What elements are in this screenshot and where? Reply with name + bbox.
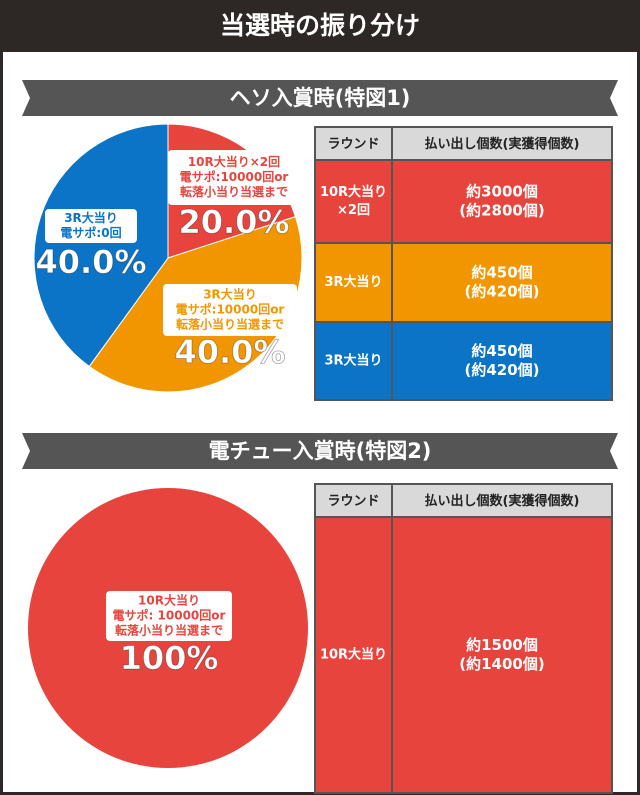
payout-cell: (約420個)	[464, 283, 539, 301]
slice-label: 10R大当り	[138, 593, 200, 608]
column-header: ラウンド	[327, 494, 379, 509]
slice-label-box	[168, 150, 300, 205]
heading-ribbon	[22, 80, 618, 116]
slice-label-box	[45, 209, 137, 243]
table-row	[314, 159, 613, 244]
table-row	[314, 242, 613, 323]
slice-label: 電サポ:10000回or	[176, 302, 285, 317]
table-row	[314, 516, 613, 794]
round-cell: 3R大当り	[324, 274, 382, 290]
payout-cell: 約450個	[471, 342, 532, 360]
payout-cell: 約3000個	[466, 183, 538, 201]
slice-label: 3R大当り	[64, 210, 118, 225]
slice-label: 転落小当り当選まで	[180, 184, 288, 199]
slice-percent: 40.0%	[35, 243, 146, 281]
column-header: 払い出し個数(実獲得個数)	[425, 136, 580, 152]
round-cell: 10R大当り	[320, 647, 387, 663]
round-cell: 3R大当り	[324, 353, 382, 369]
slice-label-box	[106, 591, 232, 641]
slice-label-box	[163, 284, 297, 336]
slice-percent: 20.0%	[178, 203, 289, 241]
column-header: 払い出し個数(実獲得個数)	[425, 493, 580, 509]
table-row	[314, 321, 613, 401]
pie-slice	[33, 123, 169, 368]
slice-percent: 100%	[120, 639, 219, 677]
slice-label: 3R大当り	[203, 287, 257, 302]
payout-cell: 約1500個	[466, 636, 538, 654]
table-header	[314, 483, 613, 518]
slice-label: 10R大当り×2回	[188, 154, 280, 169]
payout-cell: (約1400個)	[459, 655, 544, 673]
heading-ribbon	[22, 433, 618, 469]
table-header	[314, 126, 613, 161]
section-heading: ヘソ入賞時(特図1)	[230, 86, 411, 110]
payout-cell: 約450個	[471, 264, 532, 282]
title-bar	[0, 0, 640, 52]
round-cell: ×2回	[337, 203, 370, 218]
payout-cell: (約2800個)	[459, 202, 544, 220]
slice-label: 転落小当り当選まで	[115, 623, 223, 638]
round-cell: 10R大当り	[320, 184, 387, 200]
column-header: ラウンド	[327, 137, 379, 152]
slice-label: 電サポ: 10000回or	[113, 608, 226, 623]
slice-label: 電サポ:10000回or	[180, 169, 289, 184]
slice-label: 転落小当り当選まで	[176, 317, 284, 332]
payout-cell: (約420個)	[464, 361, 539, 379]
slice-percent: 40.0%	[174, 333, 285, 371]
page-title: 当選時の振り分け	[220, 11, 420, 40]
slice-label: 電サポ:0回	[60, 225, 121, 240]
section-heading: 電チュー入賞時(特図2)	[209, 439, 432, 463]
